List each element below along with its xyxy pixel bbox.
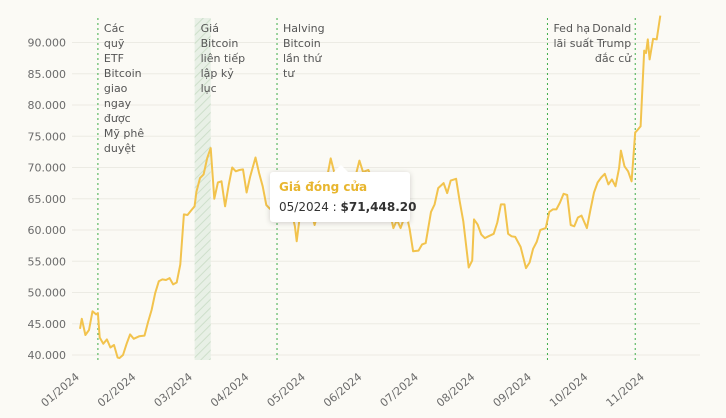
y-tick-label: 70.000 xyxy=(28,162,67,175)
record-high-region xyxy=(194,18,211,360)
price-series-line xyxy=(79,15,662,360)
halving-annotation: Halving Bitcoin lần thứ tư xyxy=(283,22,325,80)
x-tick-label: 10/2024 xyxy=(547,370,590,409)
tooltip-separator: : xyxy=(328,200,341,214)
x-tick-label: 08/2024 xyxy=(434,370,477,409)
tooltip-value: $71,448.20 xyxy=(340,200,417,214)
tooltip-title: Giá đóng cửa xyxy=(279,180,368,194)
etf-approval-annotation: Các quỹ ETF Bitcoin giao ngay được Mỹ phê duyệt xyxy=(104,22,144,155)
price-tooltip: Giá đóng cửa 05/2024 : $71,448.20 xyxy=(270,165,416,222)
x-tick-label: 04/2024 xyxy=(208,370,251,409)
y-tick-label: 50.000 xyxy=(28,287,67,300)
trump-elected-annotation: Donald Trump đắc cử xyxy=(592,22,632,65)
x-tick-label: 05/2024 xyxy=(265,370,308,409)
tooltip-date: 05/2024 xyxy=(279,200,329,214)
fed-rate-cut-annotation: Fed hạ lãi suất xyxy=(553,22,594,50)
record-high-annotation: Giá Bitcoin liên tiếp lập kỷ lục xyxy=(201,22,245,95)
x-tick-label: 02/2024 xyxy=(95,370,138,409)
y-tick-label: 75.000 xyxy=(28,130,67,143)
y-tick-label: 45.000 xyxy=(28,318,67,331)
x-tick-label: 03/2024 xyxy=(152,370,195,409)
y-tick-label: 65.000 xyxy=(28,193,67,206)
y-tick-label: 90.000 xyxy=(28,37,67,50)
y-tick-label: 80.000 xyxy=(28,99,67,112)
y-tick-label: 85.000 xyxy=(28,68,67,81)
x-tick-label: 11/2024 xyxy=(604,370,647,409)
x-tick-label: 01/2024 xyxy=(39,370,82,409)
y-tick-label: 60.000 xyxy=(28,224,67,237)
x-tick-label: 09/2024 xyxy=(491,370,534,409)
y-tick-label: 40.000 xyxy=(28,349,67,362)
y-tick-label: 55.000 xyxy=(28,255,67,268)
tooltip-row: 05/2024 : $71,448.20 xyxy=(279,200,416,214)
x-tick-label: 06/2024 xyxy=(321,370,364,409)
x-tick-label: 07/2024 xyxy=(378,370,421,409)
